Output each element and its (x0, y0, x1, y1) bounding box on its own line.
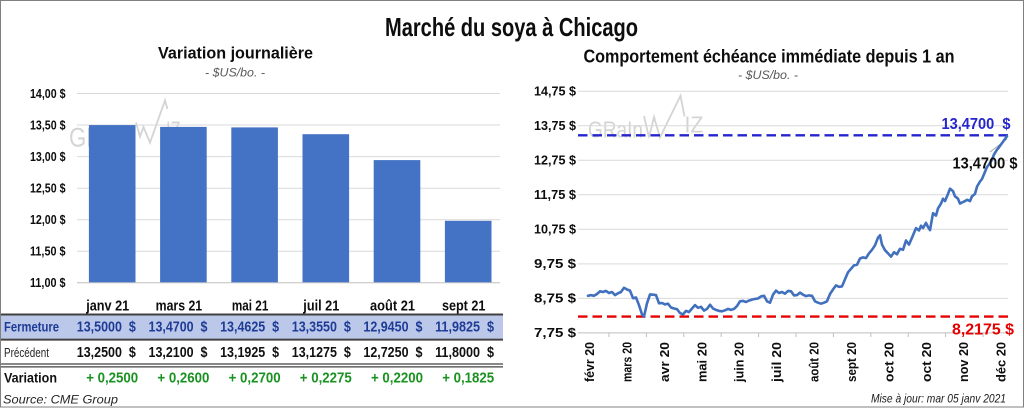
svg-text:GRaIn: GRaIn (588, 117, 643, 143)
svg-text:juin 20: juin 20 (732, 342, 747, 383)
svg-text:12,75 $: 12,75 $ (534, 153, 577, 168)
svg-text:12,7250 $: 12,7250 $ (363, 345, 422, 361)
svg-text:9,75 $: 9,75 $ (534, 256, 577, 271)
svg-text:Précédent: Précédent (4, 345, 49, 360)
svg-text:13,00 $: 13,00 $ (30, 149, 66, 164)
svg-text:août 21: août 21 (370, 299, 415, 315)
svg-text:Variation: Variation (4, 370, 57, 386)
svg-text:nov 20: nov 20 (956, 342, 971, 382)
svg-text:+ 0,2700: + 0,2700 (229, 371, 281, 387)
svg-text:8,75 $: 8,75 $ (534, 291, 577, 306)
svg-text:Marché du soya à Chicago: Marché du soya à Chicago (385, 12, 638, 42)
svg-text:Variation journalière: Variation journalière (158, 44, 313, 63)
svg-text:10,75 $: 10,75 $ (534, 222, 577, 237)
svg-text:mars 20: mars 20 (619, 342, 634, 382)
svg-text:11,8000 $: 11,8000 $ (435, 345, 494, 361)
svg-text:mars 21: mars 21 (156, 299, 203, 315)
svg-text:avr 20: avr 20 (657, 342, 672, 382)
svg-text:+ 0,2600: + 0,2600 (157, 371, 209, 387)
svg-text:12,00 $: 12,00 $ (30, 212, 66, 227)
svg-text:juil 20: juil 20 (769, 342, 784, 383)
svg-text:11,75 $: 11,75 $ (534, 187, 577, 202)
svg-text:12,9450 $: 12,9450 $ (363, 320, 422, 336)
svg-text:7,75 $: 7,75 $ (534, 325, 577, 340)
svg-text:août 20: août 20 (807, 342, 822, 382)
svg-text:13,75 $: 13,75 $ (534, 118, 577, 133)
svg-text:14,75 $: 14,75 $ (534, 84, 577, 99)
svg-text:13,4700 $: 13,4700 $ (149, 320, 208, 336)
svg-text:Source: CME Group: Source: CME Group (3, 395, 119, 407)
svg-text:Mise à jour: mar 05 janv 2021: Mise à jour: mar 05 janv 2021 (871, 392, 1006, 406)
svg-text:13,4625 $: 13,4625 $ (220, 320, 279, 336)
svg-text:- $US/bo. -: - $US/bo. - (205, 66, 265, 80)
svg-text:13,1275 $: 13,1275 $ (292, 345, 351, 361)
svg-text:8,2175 $: 8,2175 $ (952, 322, 1014, 339)
svg-text:13,1925 $: 13,1925 $ (220, 345, 279, 361)
svg-text:IZ: IZ (685, 112, 704, 138)
svg-text:- $US/bo. -: - $US/bo. - (738, 68, 798, 82)
svg-text:janv 21: janv 21 (85, 299, 129, 315)
svg-text:Fermeture: Fermeture (4, 319, 59, 335)
svg-text:13,2100 $: 13,2100 $ (149, 345, 208, 361)
svg-text:déc 20: déc 20 (994, 342, 1009, 382)
svg-text:+ 0,1825: + 0,1825 (442, 371, 494, 387)
svg-text:mai 20: mai 20 (694, 342, 709, 382)
svg-text:13,3550 $: 13,3550 $ (292, 320, 351, 336)
svg-text:juil 21: juil 21 (302, 299, 339, 315)
svg-text:févr 20: févr 20 (582, 342, 597, 382)
svg-text:11,00 $: 11,00 $ (30, 275, 66, 290)
svg-text:oct 20: oct 20 (919, 342, 934, 382)
svg-text:sept 20: sept 20 (844, 342, 859, 382)
svg-text:+ 0,2275: + 0,2275 (300, 371, 352, 387)
svg-text:13,2500 $: 13,2500 $ (77, 345, 136, 361)
svg-text:13,5000 $: 13,5000 $ (77, 320, 136, 336)
svg-text:oct 20: oct 20 (881, 342, 896, 382)
svg-text:11,50 $: 11,50 $ (30, 244, 66, 259)
svg-text:sept 21: sept 21 (442, 299, 486, 315)
svg-text:13,4700 $: 13,4700 $ (942, 116, 1011, 133)
svg-text:12,50 $: 12,50 $ (30, 181, 66, 196)
svg-text:14,00 $: 14,00 $ (30, 86, 66, 101)
svg-text:+ 0,2200: + 0,2200 (371, 371, 423, 387)
svg-text:Comportement échéance immédi: Comportement échéance immédiate depuis 1… (584, 47, 955, 67)
svg-text:13,4700 $: 13,4700 $ (953, 156, 1018, 173)
svg-text:13,50 $: 13,50 $ (30, 117, 66, 132)
svg-text:+ 0,2500: + 0,2500 (86, 371, 138, 387)
svg-text:mai 21: mai 21 (232, 299, 269, 315)
svg-text:11,9825 $: 11,9825 $ (435, 320, 494, 336)
